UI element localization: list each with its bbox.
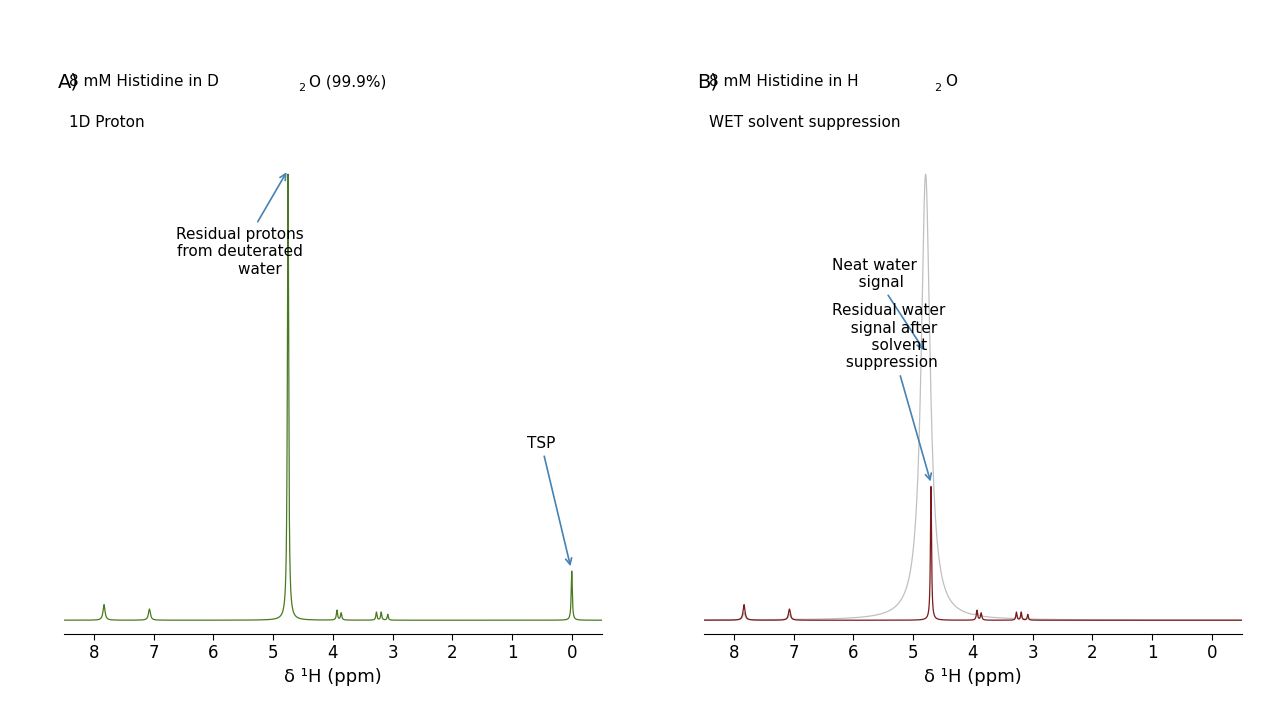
- Text: A): A): [58, 72, 78, 91]
- X-axis label: δ ¹H (ppm): δ ¹H (ppm): [924, 667, 1021, 685]
- Text: Neat water
   signal: Neat water signal: [832, 258, 923, 348]
- Text: O: O: [945, 74, 957, 89]
- Text: 8 mM Histidine in D: 8 mM Histidine in D: [69, 74, 219, 89]
- Text: 8 mM Histidine in H: 8 mM Histidine in H: [709, 74, 859, 89]
- Text: 2: 2: [298, 84, 305, 94]
- Text: TSP: TSP: [527, 436, 572, 564]
- Text: WET solvent suppression: WET solvent suppression: [709, 114, 901, 130]
- Text: Residual protons
from deuterated
        water: Residual protons from deuterated water: [177, 174, 305, 276]
- Text: B): B): [698, 72, 718, 91]
- Text: 2: 2: [934, 84, 941, 94]
- Text: Residual water
  signal after
    solvent
 suppression: Residual water signal after solvent supp…: [832, 303, 946, 480]
- Text: O (99.9%): O (99.9%): [308, 74, 387, 89]
- Text: 1D Proton: 1D Proton: [69, 114, 145, 130]
- X-axis label: δ ¹H (ppm): δ ¹H (ppm): [284, 667, 381, 685]
